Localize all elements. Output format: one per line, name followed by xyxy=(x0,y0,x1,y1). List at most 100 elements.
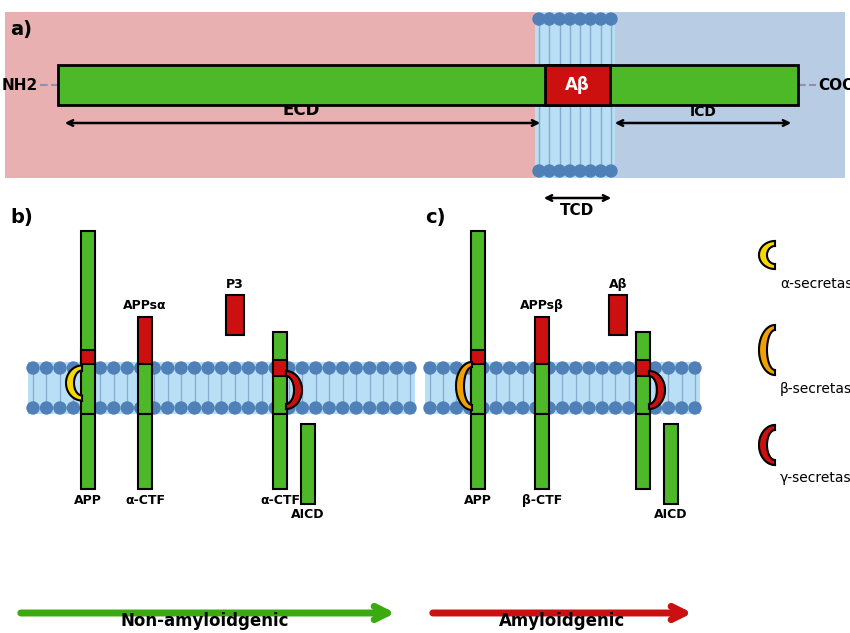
Circle shape xyxy=(377,362,389,374)
Circle shape xyxy=(309,362,322,374)
Circle shape xyxy=(595,165,607,177)
Circle shape xyxy=(350,362,362,374)
Polygon shape xyxy=(456,362,472,410)
Text: ICD: ICD xyxy=(689,105,717,119)
Bar xyxy=(273,332,287,364)
Circle shape xyxy=(557,362,569,374)
Circle shape xyxy=(122,362,133,374)
Text: Aβ: Aβ xyxy=(565,76,590,94)
Circle shape xyxy=(636,402,648,414)
Circle shape xyxy=(464,362,476,374)
Circle shape xyxy=(404,402,416,414)
Circle shape xyxy=(297,402,309,414)
Circle shape xyxy=(202,402,214,414)
Circle shape xyxy=(189,402,201,414)
Circle shape xyxy=(605,165,617,177)
Circle shape xyxy=(81,402,93,414)
Text: α-CTF: α-CTF xyxy=(260,494,300,507)
Text: Amyloidgenic: Amyloidgenic xyxy=(499,612,626,630)
Text: c): c) xyxy=(425,208,445,227)
Circle shape xyxy=(175,362,187,374)
Circle shape xyxy=(595,13,607,25)
Text: γ-secretase: γ-secretase xyxy=(780,471,850,485)
Circle shape xyxy=(81,362,93,374)
Bar xyxy=(545,65,610,105)
Bar xyxy=(301,424,315,504)
Bar xyxy=(471,350,485,364)
Circle shape xyxy=(364,362,376,374)
Text: a): a) xyxy=(10,20,32,39)
Circle shape xyxy=(676,362,688,374)
Circle shape xyxy=(148,362,160,374)
Circle shape xyxy=(216,362,228,374)
Bar xyxy=(138,414,152,489)
Text: ECD: ECD xyxy=(283,101,320,119)
Bar xyxy=(636,360,650,376)
Text: α-secretase: α-secretase xyxy=(780,277,850,291)
Text: P3: P3 xyxy=(226,278,244,291)
Polygon shape xyxy=(759,241,775,269)
Circle shape xyxy=(229,402,241,414)
Bar xyxy=(28,362,415,414)
Circle shape xyxy=(323,402,335,414)
Circle shape xyxy=(570,402,581,414)
Bar xyxy=(138,317,152,364)
Bar xyxy=(273,414,287,489)
Text: Non-amyloidgenic: Non-amyloidgenic xyxy=(121,612,289,630)
Circle shape xyxy=(202,362,214,374)
Circle shape xyxy=(477,402,489,414)
Text: APP: APP xyxy=(74,494,102,507)
Circle shape xyxy=(649,402,661,414)
Bar xyxy=(5,12,535,178)
Text: β-CTF: β-CTF xyxy=(522,494,562,507)
Bar xyxy=(58,65,798,105)
Circle shape xyxy=(390,362,403,374)
Circle shape xyxy=(543,13,555,25)
Circle shape xyxy=(175,402,187,414)
Circle shape xyxy=(574,165,586,177)
Text: APP: APP xyxy=(464,494,492,507)
Bar xyxy=(610,12,845,178)
Circle shape xyxy=(574,13,586,25)
Circle shape xyxy=(450,362,462,374)
Circle shape xyxy=(390,402,403,414)
Circle shape xyxy=(162,402,173,414)
Circle shape xyxy=(404,362,416,374)
Circle shape xyxy=(490,402,502,414)
Circle shape xyxy=(585,165,597,177)
Circle shape xyxy=(530,362,542,374)
Circle shape xyxy=(437,402,450,414)
Text: β-secretase: β-secretase xyxy=(780,382,850,396)
Polygon shape xyxy=(759,325,775,375)
Bar xyxy=(636,362,650,414)
Circle shape xyxy=(108,402,120,414)
Circle shape xyxy=(283,362,295,374)
Bar xyxy=(471,414,485,489)
Bar xyxy=(471,231,485,362)
Text: α-CTF: α-CTF xyxy=(125,494,165,507)
Bar xyxy=(535,12,615,178)
Text: APPsα: APPsα xyxy=(123,299,167,312)
Circle shape xyxy=(229,362,241,374)
Bar xyxy=(81,362,95,414)
Circle shape xyxy=(256,362,268,374)
Circle shape xyxy=(557,402,569,414)
Circle shape xyxy=(517,402,529,414)
Circle shape xyxy=(297,362,309,374)
Bar xyxy=(535,317,549,364)
Circle shape xyxy=(41,402,53,414)
Circle shape xyxy=(464,402,476,414)
Bar xyxy=(636,332,650,364)
Polygon shape xyxy=(286,371,302,409)
Text: COOH: COOH xyxy=(818,77,850,92)
Circle shape xyxy=(623,402,635,414)
Circle shape xyxy=(54,402,66,414)
Circle shape xyxy=(649,362,661,374)
Circle shape xyxy=(662,402,675,414)
Circle shape xyxy=(67,362,79,374)
Circle shape xyxy=(41,362,53,374)
Circle shape xyxy=(364,402,376,414)
Circle shape xyxy=(596,362,609,374)
Circle shape xyxy=(564,13,575,25)
Circle shape xyxy=(553,13,565,25)
